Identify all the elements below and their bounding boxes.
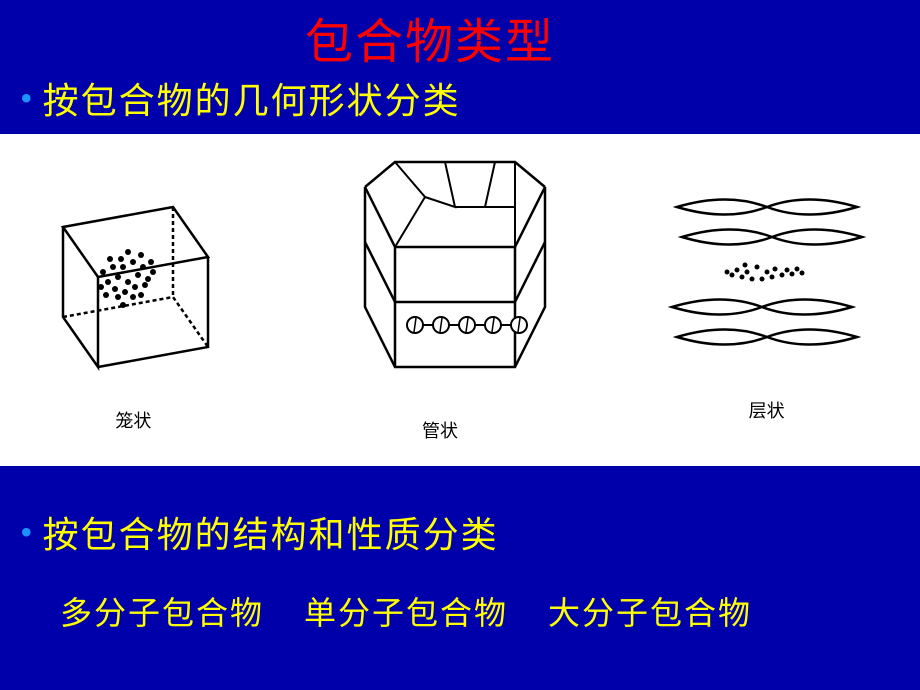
subtype-macro: 大分子包合物 [548, 588, 752, 634]
diagram-tube: 管状 [300, 157, 580, 443]
bullet-structure-text: 按包合物的结构和性质分类 [43, 506, 499, 558]
diagram-area: 笼状 [0, 134, 920, 466]
tube-icon [300, 157, 580, 397]
bullet-dot-icon: • [20, 77, 35, 119]
cage-label: 笼状 [115, 407, 151, 433]
diagram-cage: 笼状 [33, 167, 233, 433]
bullet-geometric: • 按包合物的几何形状分类 [0, 72, 920, 124]
bottom-section: • 按包合物的结构和性质分类 多分子包合物 单分子包合物 大分子包合物 [0, 506, 920, 634]
subtype-multi: 多分子包合物 [60, 588, 264, 634]
bullet-dot-icon: • [20, 511, 35, 553]
bullet-geometric-text: 按包合物的几何形状分类 [43, 72, 461, 124]
layer-label: 层状 [749, 397, 785, 423]
bullet-structure: • 按包合物的结构和性质分类 [0, 506, 920, 558]
cage-icon [33, 167, 233, 387]
slide-title: 包合物类型 [0, 0, 920, 72]
layer-icon [647, 177, 887, 377]
diagram-layer: 层状 [647, 177, 887, 423]
tube-label: 管状 [422, 417, 458, 443]
subtypes-row: 多分子包合物 单分子包合物 大分子包合物 [0, 588, 920, 634]
subtype-single: 单分子包合物 [304, 588, 508, 634]
